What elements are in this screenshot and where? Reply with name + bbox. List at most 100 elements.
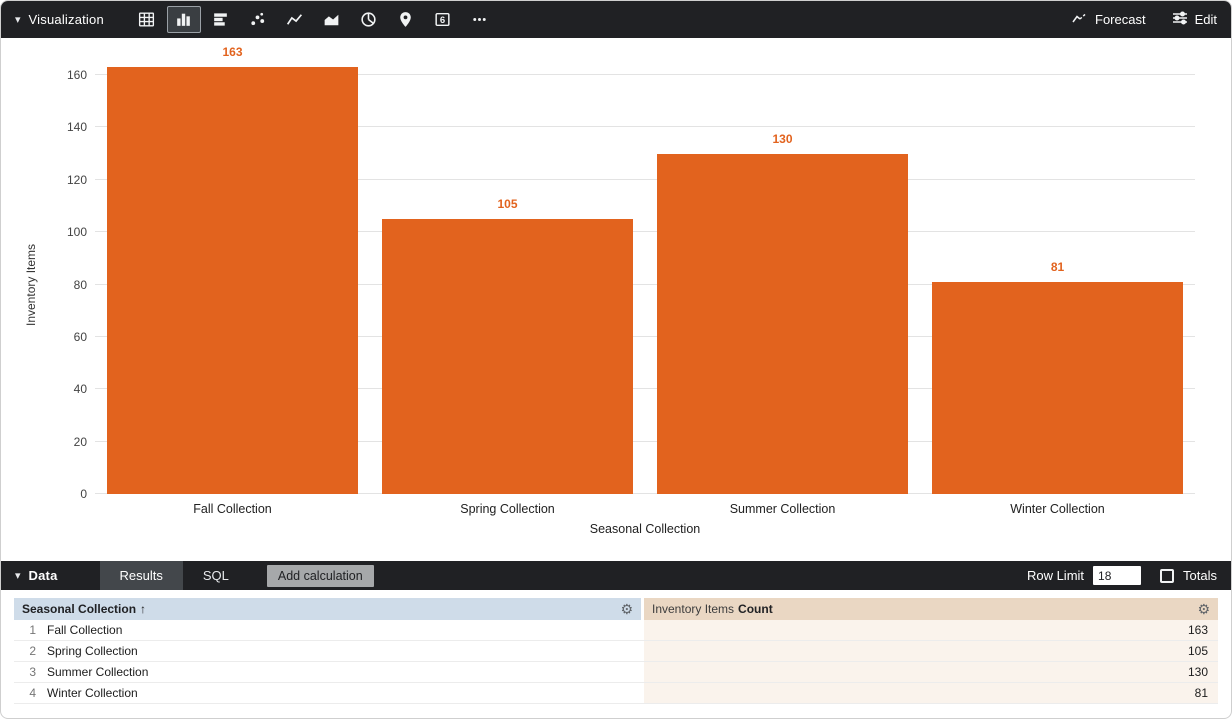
measure-field-label: Count bbox=[738, 602, 773, 616]
gridline bbox=[95, 335, 1195, 337]
tab-sql[interactable]: SQL bbox=[183, 561, 249, 590]
gridline bbox=[95, 388, 1195, 390]
y-tick-label: 160 bbox=[66, 68, 87, 82]
table-row[interactable]: 2 Spring Collection 105 bbox=[14, 641, 1218, 662]
tab-results[interactable]: Results bbox=[99, 561, 183, 590]
data-bar-right: Row Limit Totals bbox=[1027, 566, 1231, 585]
y-tick-label: 80 bbox=[73, 277, 87, 292]
bar-spring-collection[interactable]: 105 bbox=[382, 197, 633, 494]
column-divider bbox=[641, 598, 644, 620]
bar-value-label: 130 bbox=[772, 131, 793, 146]
data-section-toggle[interactable]: ▾ Data bbox=[1, 568, 72, 583]
sort-ascending-icon: ↑ bbox=[140, 602, 147, 616]
gridline bbox=[95, 126, 1195, 128]
visualization-label: Visualization bbox=[28, 12, 104, 27]
forecast-button[interactable]: Forecast bbox=[1072, 11, 1146, 28]
results-table: Seasonal Collection ↑ ⚙ Inventory Items … bbox=[14, 598, 1218, 704]
forecast-label: Forecast bbox=[1095, 12, 1146, 27]
table-header: Seasonal Collection ↑ ⚙ Inventory Items … bbox=[14, 598, 1218, 620]
x-category-label: Winter Collection bbox=[1010, 502, 1105, 516]
column-chart: Inventory Items 0 20 40 60 80 100 120 140 160 16… bbox=[1, 38, 1231, 561]
viz-type-switcher: 6 bbox=[130, 6, 497, 33]
y-tick-label: 0 bbox=[80, 487, 87, 501]
forecast-icon bbox=[1072, 11, 1088, 28]
row-number: 4 bbox=[29, 686, 36, 700]
gear-icon[interactable]: ⚙ bbox=[1197, 601, 1210, 617]
area-chart-icon[interactable] bbox=[315, 6, 349, 33]
bar-slot: 81 bbox=[920, 75, 1195, 494]
gridline bbox=[95, 493, 1195, 494]
row-limit-input[interactable] bbox=[1093, 566, 1142, 585]
dimension-value[interactable]: Winter Collection bbox=[47, 686, 138, 700]
bar-chart-icon[interactable] bbox=[204, 6, 238, 33]
y-axis-title: Inventory Items bbox=[24, 243, 38, 326]
bar-winter-collection[interactable]: 81 bbox=[932, 260, 1183, 494]
visualization-bar: ▾ Visualization bbox=[1, 1, 1231, 38]
gridline bbox=[95, 283, 1195, 285]
x-category-label: Fall Collection bbox=[193, 502, 272, 516]
y-tick-label: 100 bbox=[66, 225, 87, 240]
column-header-inventory-items-count[interactable]: Inventory Items Count ⚙ bbox=[644, 598, 1218, 620]
table-body: 1 Fall Collection 163 2 Spring Collection 105… bbox=[14, 620, 1218, 704]
column-chart-icon[interactable] bbox=[166, 6, 201, 33]
totals-label: Totals bbox=[1183, 568, 1217, 583]
gear-icon[interactable]: ⚙ bbox=[620, 601, 633, 617]
y-tick-label: 140 bbox=[66, 120, 87, 135]
plot-area: 163 105 130 81 bbox=[95, 45, 1195, 494]
pie-chart-icon[interactable] bbox=[352, 6, 386, 33]
table-row[interactable]: 1 Fall Collection 163 bbox=[14, 620, 1218, 641]
single-value-icon[interactable]: 6 bbox=[426, 6, 460, 33]
dimension-value[interactable]: Spring Collection bbox=[47, 644, 138, 658]
table-row[interactable]: 3 Summer Collection 130 bbox=[14, 662, 1218, 683]
table-icon[interactable] bbox=[130, 6, 164, 33]
measure-value[interactable]: 81 bbox=[644, 683, 1218, 703]
dimension-column-label: Seasonal Collection bbox=[22, 602, 137, 616]
y-tick-label: 20 bbox=[73, 434, 87, 449]
bar-value-label: 105 bbox=[497, 197, 518, 212]
gridline bbox=[95, 231, 1195, 233]
scatter-icon[interactable] bbox=[241, 6, 275, 33]
x-category-label: Summer Collection bbox=[729, 502, 836, 516]
column-divider bbox=[641, 641, 644, 661]
data-tabs: Results SQL bbox=[99, 561, 249, 590]
more-icon[interactable] bbox=[463, 6, 497, 33]
totals-checkbox[interactable] bbox=[1160, 568, 1175, 583]
map-icon[interactable] bbox=[389, 6, 423, 33]
visualization-section-toggle[interactable]: ▾ Visualization bbox=[15, 12, 104, 27]
visualization-actions: Forecast Edit bbox=[1072, 11, 1217, 28]
measure-value[interactable]: 130 bbox=[644, 662, 1218, 682]
edit-button[interactable]: Edit bbox=[1172, 11, 1217, 28]
x-axis-title: Seasonal Collection bbox=[589, 522, 701, 536]
add-calculation-button[interactable]: Add calculation bbox=[266, 564, 374, 587]
column-divider bbox=[641, 662, 644, 682]
edit-label: Edit bbox=[1194, 12, 1217, 27]
x-axis-labels: Fall Collection Spring Collection Summer C… bbox=[95, 502, 1195, 516]
y-tick-label: 40 bbox=[73, 382, 87, 397]
line-chart-icon[interactable] bbox=[278, 6, 312, 33]
row-number: 1 bbox=[29, 623, 36, 637]
y-axis-ticks: 0 20 40 60 80 100 120 140 160 bbox=[47, 68, 87, 501]
measure-value[interactable]: 163 bbox=[644, 620, 1218, 640]
dimension-value[interactable]: Fall Collection bbox=[47, 623, 123, 637]
column-divider bbox=[641, 683, 644, 703]
chevron-down-icon: ▾ bbox=[15, 570, 21, 582]
dimension-value[interactable]: Summer Collection bbox=[47, 665, 149, 679]
bars: 163 105 130 81 bbox=[95, 45, 1195, 494]
measure-view-label: Inventory Items bbox=[652, 602, 735, 616]
bar-summer-collection[interactable]: 130 bbox=[657, 132, 908, 494]
bar-fall-collection[interactable]: 163 bbox=[107, 45, 358, 494]
measure-value[interactable]: 105 bbox=[644, 641, 1218, 661]
data-bar: ▾ Data Results SQL Add calculation Row L… bbox=[1, 561, 1231, 590]
bar-value-label: 81 bbox=[1050, 259, 1065, 274]
data-label: Data bbox=[28, 568, 58, 583]
row-number: 2 bbox=[29, 644, 36, 658]
single-value-glyph: 6 bbox=[440, 15, 445, 26]
row-limit-label: Row Limit bbox=[1026, 568, 1085, 583]
bar-slot: 105 bbox=[370, 75, 645, 494]
table-row[interactable]: 4 Winter Collection 81 bbox=[14, 683, 1218, 704]
column-header-seasonal-collection[interactable]: Seasonal Collection ↑ ⚙ bbox=[14, 598, 641, 620]
row-number: 3 bbox=[29, 665, 36, 679]
column-divider bbox=[641, 620, 644, 640]
edit-settings-icon bbox=[1172, 11, 1188, 28]
